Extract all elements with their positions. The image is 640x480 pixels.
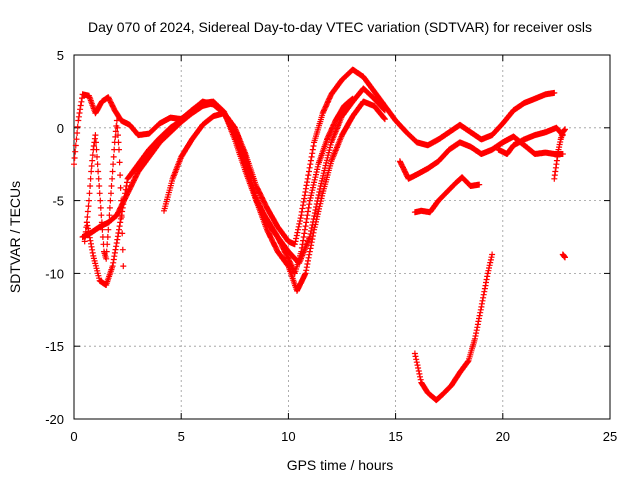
series-markers — [411, 174, 483, 216]
series-track-5 — [396, 133, 566, 182]
x-tick-label: 25 — [603, 429, 617, 444]
x-tick-label: 5 — [178, 429, 185, 444]
y-tick-label: -20 — [45, 412, 64, 427]
series-markers — [559, 251, 568, 261]
x-tick-label: 0 — [70, 429, 77, 444]
series-track-6 — [411, 174, 483, 216]
series-markers — [551, 126, 568, 182]
y-tick-label: 5 — [57, 48, 64, 63]
chart-title: Day 070 of 2024, Sidereal Day-to-day VTE… — [88, 19, 592, 35]
data-series — [71, 66, 568, 404]
series-markers — [161, 98, 388, 294]
y-tick-label: -5 — [52, 194, 64, 209]
x-axis-label: GPS time / hours — [287, 457, 394, 473]
plot-frame — [73, 54, 611, 420]
series-track-11 — [81, 117, 127, 270]
series-markers — [396, 133, 566, 182]
x-tick-label: 15 — [388, 429, 402, 444]
series-markers — [411, 251, 496, 404]
y-tick-label: -15 — [45, 339, 64, 354]
y-tick-label: -10 — [45, 266, 64, 281]
y-tick-label: 0 — [57, 121, 64, 136]
series-track-9 — [551, 126, 568, 182]
series-markers — [81, 117, 127, 270]
grid-lines — [74, 55, 610, 419]
y-axis-label: SDTVAR / TECUs — [7, 181, 23, 293]
x-tick-label: 10 — [281, 429, 295, 444]
series-track-4 — [161, 98, 388, 294]
axis-ticks: 0 5 10 15 20 25 5 0 -5 -10 -15 -20 — [45, 48, 617, 444]
x-tick-label: 20 — [496, 429, 510, 444]
series-track-8 — [495, 124, 566, 157]
series-markers — [495, 124, 566, 157]
series-track-10 — [559, 251, 568, 261]
series-track-7 — [411, 251, 496, 404]
